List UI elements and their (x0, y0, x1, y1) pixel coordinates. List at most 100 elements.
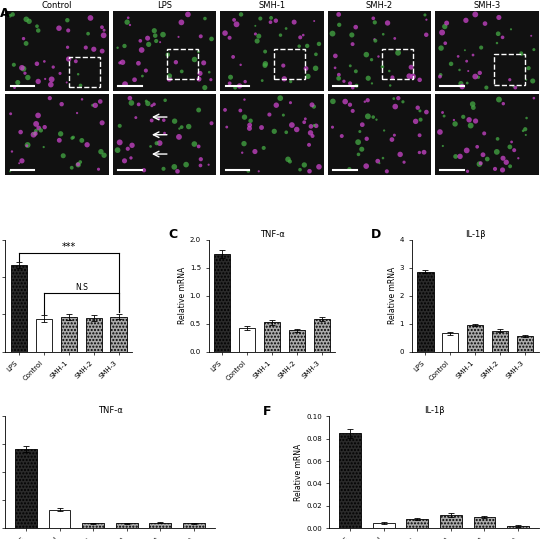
Bar (313, 319, 330, 351)
Point (97, 147, 106, 156)
Point (416, 107, 424, 115)
Point (378, 63, 387, 71)
Point (253, 37, 262, 45)
Point (511, 84, 520, 92)
Point (364, 74, 373, 82)
Point (483, 155, 492, 163)
Point (394, 49, 403, 57)
Point (56, 129, 65, 138)
Point (312, 50, 320, 59)
Point (147, 101, 156, 110)
Point (379, 154, 387, 162)
Point (461, 46, 469, 54)
Point (346, 61, 355, 70)
Point (385, 67, 394, 75)
Point (415, 131, 424, 140)
Point (144, 40, 153, 49)
Point (177, 123, 186, 132)
Bar (48, 510, 70, 528)
Point (22, 15, 30, 24)
Point (314, 162, 323, 171)
Point (67, 163, 76, 172)
Text: N.S: N.S (75, 283, 88, 292)
Title: TNF-α: TNF-α (97, 406, 122, 416)
Point (194, 106, 203, 114)
Point (442, 19, 451, 27)
Point (183, 10, 192, 19)
Point (55, 136, 64, 144)
Point (346, 79, 355, 88)
Point (461, 16, 470, 25)
Point (165, 72, 174, 80)
Point (305, 167, 314, 176)
Point (282, 128, 290, 136)
Bar (507, 526, 529, 528)
Point (126, 94, 134, 102)
Point (8, 10, 17, 19)
Point (177, 67, 186, 76)
Point (225, 33, 234, 42)
Point (482, 83, 491, 92)
Point (64, 26, 72, 34)
Point (226, 73, 235, 81)
Point (68, 134, 77, 142)
Point (522, 130, 530, 139)
Point (362, 134, 371, 143)
Point (283, 155, 292, 164)
Point (6, 11, 15, 20)
Point (73, 109, 82, 118)
Point (251, 147, 259, 156)
Point (34, 124, 43, 133)
Bar (82, 523, 104, 528)
Point (150, 100, 158, 108)
Point (308, 132, 317, 140)
Point (494, 30, 503, 38)
Point (391, 34, 399, 43)
Bar (339, 433, 361, 528)
Point (64, 55, 73, 64)
Point (354, 150, 363, 158)
Bar (492, 330, 508, 351)
Point (469, 103, 478, 112)
Point (152, 139, 161, 148)
Point (311, 64, 320, 73)
Point (97, 23, 106, 31)
Point (303, 42, 312, 50)
Point (409, 72, 417, 81)
Point (362, 50, 370, 59)
Point (270, 127, 279, 136)
Point (19, 34, 28, 43)
Point (231, 84, 239, 92)
Point (182, 160, 190, 169)
Point (286, 98, 295, 107)
Point (527, 31, 535, 40)
Point (115, 138, 124, 147)
Point (83, 141, 91, 149)
Point (225, 79, 234, 88)
Point (438, 142, 447, 150)
Point (396, 150, 405, 158)
Point (300, 118, 308, 127)
Point (170, 117, 179, 126)
Point (363, 112, 372, 121)
Point (421, 11, 429, 19)
Point (141, 66, 150, 75)
Bar (85, 318, 102, 351)
Point (279, 111, 288, 120)
Point (295, 42, 304, 51)
Point (59, 151, 67, 160)
Point (173, 167, 182, 176)
Point (308, 100, 317, 109)
Point (399, 98, 407, 106)
Point (194, 142, 203, 151)
Point (132, 113, 140, 122)
Text: ***: *** (62, 242, 76, 252)
Point (240, 140, 249, 148)
Point (194, 47, 203, 56)
Point (240, 113, 249, 121)
Point (438, 28, 447, 37)
Point (21, 69, 29, 78)
Point (174, 32, 183, 41)
Text: A: A (0, 8, 10, 20)
Point (345, 100, 354, 109)
